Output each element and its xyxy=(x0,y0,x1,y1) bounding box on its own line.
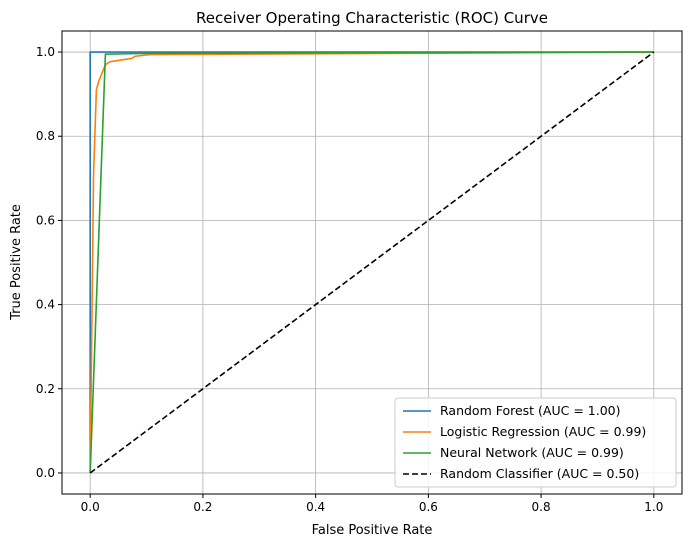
y-tick-label: 0.2 xyxy=(36,382,55,396)
legend-box xyxy=(394,397,677,488)
x-tick-label: 0.4 xyxy=(306,500,325,514)
x-tick-label: 1.0 xyxy=(644,500,663,514)
legend-label: Random Forest (AUC = 1.00) xyxy=(440,403,621,418)
series-line-2 xyxy=(89,51,654,473)
y-tick-label: 0.8 xyxy=(36,129,55,143)
y-axis-label: True Positive Rate xyxy=(9,204,24,321)
plot-frame xyxy=(61,30,683,495)
x-axis-label: False Positive Rate xyxy=(312,523,433,538)
legend-label: Random Classifier (AUC = 0.50) xyxy=(440,466,639,481)
y-tick-label: 0.0 xyxy=(36,466,55,480)
x-tick-label: 0.8 xyxy=(532,500,551,514)
y-tick-label: 0.6 xyxy=(36,213,55,227)
series-line-3 xyxy=(89,51,655,474)
y-tick-label: 1.0 xyxy=(36,45,55,59)
legend: Random Forest (AUC = 1.00) Logistic Regre… xyxy=(394,397,677,488)
x-tick-label: 0.0 xyxy=(81,500,100,514)
legend-label: Neural Network (AUC = 0.99) xyxy=(440,445,624,460)
series-line-1 xyxy=(89,51,654,473)
chart-title: Receiver Operating Characteristic (ROC) … xyxy=(196,9,548,27)
y-tick-label: 0.4 xyxy=(36,298,55,312)
x-tick-label: 0.2 xyxy=(193,500,212,514)
legend-label: Logistic Regression (AUC = 0.99) xyxy=(440,424,646,439)
x-tick-label: 0.6 xyxy=(419,500,438,514)
